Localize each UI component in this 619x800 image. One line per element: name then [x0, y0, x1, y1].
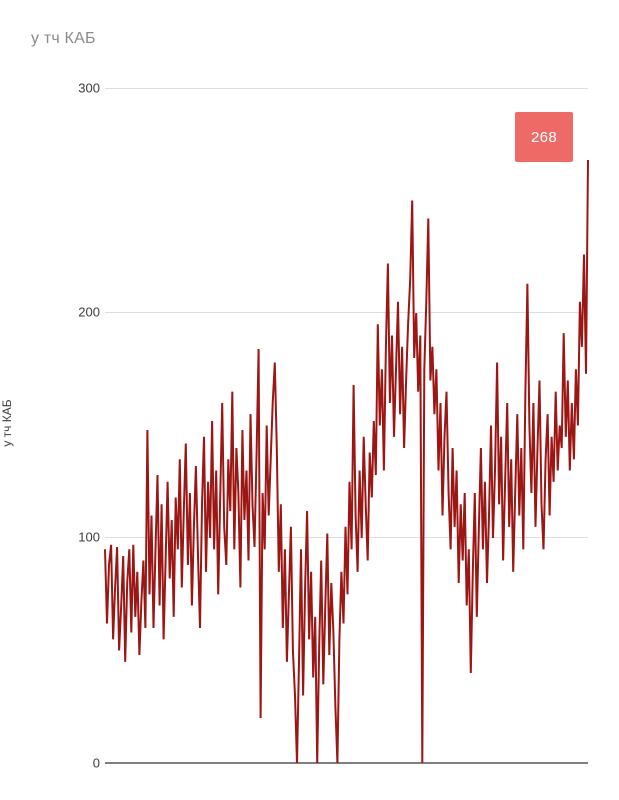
y-tick-label: 100 [78, 529, 100, 545]
gridline-300 [105, 88, 588, 89]
y-tick-label: 300 [78, 80, 100, 96]
y-tick-label: 0 [92, 755, 100, 771]
x-axis-baseline [105, 762, 588, 764]
series-line [104, 159, 589, 764]
gridline-200 [105, 312, 588, 313]
y-tick-label: 200 [78, 304, 100, 320]
badge-label: 268 [531, 128, 557, 146]
value-badge: 268 [515, 112, 573, 162]
chart-title: у тч КАБ [31, 30, 96, 47]
